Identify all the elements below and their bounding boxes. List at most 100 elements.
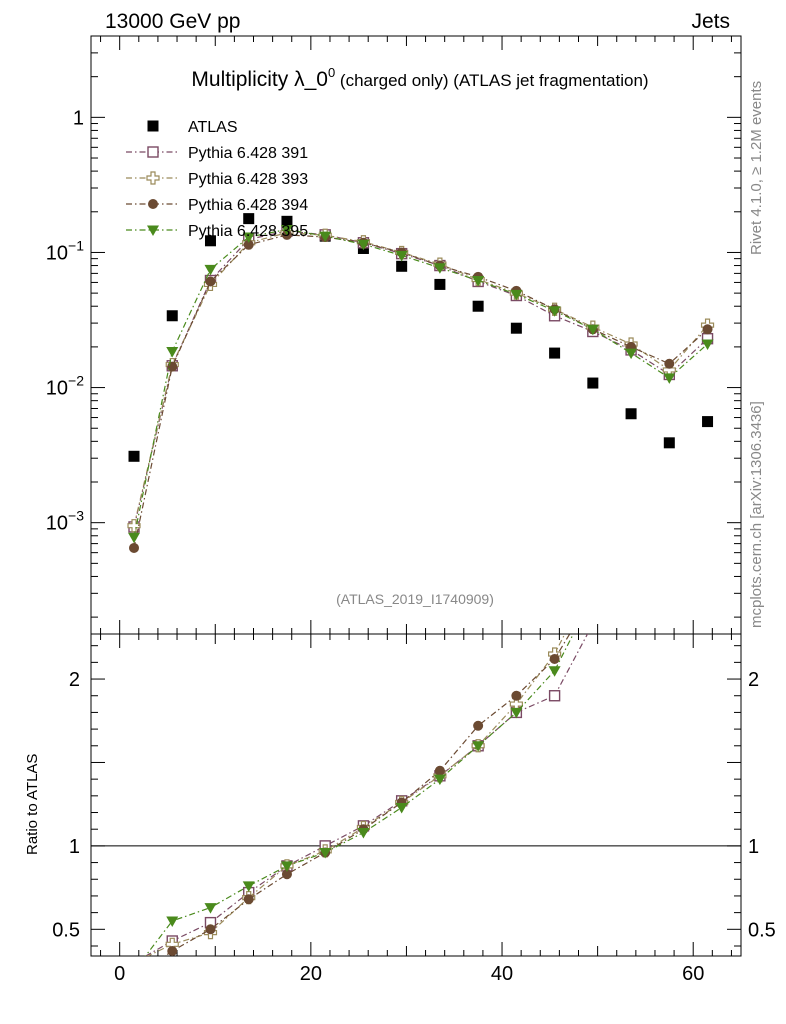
data-point — [664, 358, 675, 369]
main-y-tick-base: 10 — [46, 513, 68, 535]
legend-entry-3: Pythia 6.428 394 — [126, 197, 308, 214]
legend-label: Pythia 6.428 394 — [188, 197, 308, 214]
data-point — [510, 322, 522, 334]
ratio-point — [243, 894, 254, 905]
legend-marker — [147, 120, 159, 132]
ratio-point — [166, 916, 179, 927]
side-text-bottom: mcplots.cern.ch [arXiv:1306.3436] — [748, 401, 765, 628]
ratio-point — [548, 666, 561, 677]
header-right: Jets — [691, 10, 730, 33]
data-point — [166, 346, 179, 358]
ratio-point — [510, 707, 523, 719]
data-point — [434, 278, 446, 290]
ratio-line — [146, 634, 566, 956]
legend-label: Pythia 6.428 393 — [188, 171, 308, 188]
data-point — [396, 260, 408, 272]
data-point — [625, 408, 637, 420]
header-left: 13000 GeV pp — [105, 10, 240, 33]
series-line — [133, 234, 708, 549]
data-point — [472, 300, 484, 312]
ratio-y-tick-label-right: 0.5 — [748, 919, 776, 941]
ratio-point — [242, 881, 255, 892]
main-y-tick-base: 1 — [73, 107, 84, 129]
ratio-point — [511, 690, 522, 701]
legend-entry-0: ATLAS — [147, 119, 238, 136]
data-point — [663, 437, 675, 449]
main-y-tick-base: 10 — [46, 378, 68, 400]
ratio-point — [205, 924, 216, 935]
chart-title-sup: 0 — [328, 65, 335, 80]
ratio-panel-frame — [90, 633, 742, 957]
data-point — [243, 239, 254, 250]
data-point — [204, 264, 217, 276]
ratio-y-tick-label-left: 1 — [69, 836, 80, 858]
main-series-2 — [127, 226, 715, 533]
ratio-series-1 — [144, 634, 589, 956]
analysis-label: (ATLAS_2019_I1740909) — [336, 591, 494, 607]
data-point — [548, 306, 561, 317]
legend-marker — [146, 171, 160, 185]
main-y-tick-exp: −1 — [68, 237, 84, 253]
data-point — [242, 232, 255, 244]
data-point — [472, 276, 485, 287]
x-tick-label: 0 — [114, 963, 125, 985]
data-point — [549, 347, 561, 359]
side-text-top: Rivet 4.1.0, ≥ 1.2M events — [748, 81, 765, 255]
data-point — [357, 239, 370, 251]
ratio-y-tick-label-left: 2 — [69, 669, 80, 691]
ratio-ylabel: Ratio to ATLAS — [24, 754, 41, 855]
ratio-series-2 — [146, 634, 566, 956]
ratio-point — [395, 803, 408, 814]
main-series-3 — [129, 229, 713, 553]
legend-marker — [147, 146, 159, 158]
ratio-y-axis: 0.5 0.5 1 1 2 2 — [52, 645, 776, 947]
data-point — [433, 263, 446, 274]
ratio-point — [281, 869, 292, 880]
ratio-y-tick-label-right: 1 — [748, 836, 759, 858]
legend-label: Pythia 6.428 391 — [188, 145, 308, 162]
data-point — [663, 373, 676, 384]
x-tick-label: 60 — [682, 963, 704, 985]
ratio-point — [472, 741, 485, 752]
data-point — [128, 532, 141, 544]
legend: ATLAS Pythia 6.428 391 Pythia 6.428 393 Pyt… — [126, 119, 308, 240]
ratio-point — [319, 848, 332, 859]
ratio-point — [204, 903, 217, 914]
x-tick-label: 40 — [491, 963, 513, 985]
data-point — [243, 213, 255, 225]
data-point — [204, 235, 216, 247]
legend-entry-2: Pythia 6.428 393 — [126, 171, 308, 188]
data-point — [128, 450, 140, 462]
ratio-point — [549, 654, 560, 665]
data-point — [127, 519, 141, 533]
main-series-4 — [128, 224, 714, 544]
data-point — [319, 231, 332, 243]
main-y-tick-exp: −3 — [68, 508, 84, 524]
main-y-axis: 10−310−210−11 — [46, 35, 741, 618]
data-point — [586, 324, 599, 336]
data-point — [625, 348, 638, 360]
main-series-1 — [128, 225, 714, 533]
data-point — [702, 324, 713, 335]
series-line — [133, 228, 708, 538]
chart-title-rest: (charged only) (ATLAS jet fragmentation) — [335, 71, 648, 90]
ratio-point — [433, 774, 446, 786]
main-y-tick-label: 1 — [73, 107, 84, 129]
legend-marker — [147, 225, 159, 236]
x-axis: 0 20 40 60 — [100, 36, 732, 985]
chart-title-main: Multiplicity λ_0 — [191, 68, 328, 91]
ratio-point — [280, 861, 293, 872]
legend-entry-1: Pythia 6.428 391 — [126, 145, 308, 162]
series-line — [133, 232, 709, 526]
chart-title: Multiplicity λ_00 (charged only) (ATLAS … — [191, 65, 648, 91]
ratio-line — [144, 634, 574, 956]
data-point — [281, 215, 293, 227]
ratio-series-4 — [144, 634, 574, 956]
data-point — [510, 289, 523, 301]
legend-label: ATLAS — [188, 119, 238, 136]
ratio-y-tick-label-right: 2 — [748, 669, 759, 691]
data-point — [587, 377, 599, 389]
data-point — [395, 250, 408, 262]
main-y-tick-exp: −2 — [68, 373, 84, 389]
